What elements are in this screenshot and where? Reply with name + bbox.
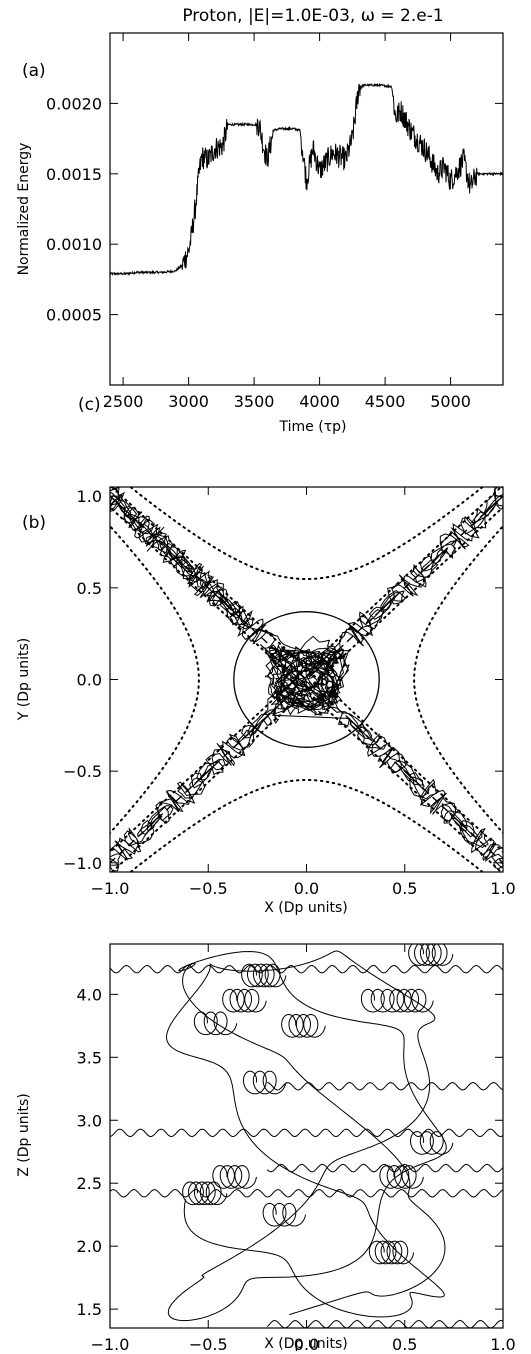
xy-x-tick-label: −1.0 (91, 879, 130, 898)
xz-gyro-loop (379, 1165, 424, 1189)
energy-y-tick-label: 0.0020 (46, 94, 102, 113)
xz-gyro-loop (368, 1240, 415, 1265)
energy-panel: 2500 3000 3500 4000 4500 5000 0.0005 0.0010 0.00… (16, 6, 504, 435)
energy-frame (109, 32, 504, 386)
energy-y-tick-label: 0.0010 (46, 235, 102, 254)
energy-x-tick-label: 3500 (234, 392, 275, 411)
panel-label-c: (c) (78, 395, 101, 415)
null-region-circle (233, 611, 380, 748)
xz-y-tick-label: 3.5 (77, 1048, 102, 1067)
separatrix-dashed (110, 495, 503, 864)
xz-gyro-loop (222, 988, 267, 1013)
xy-y-tick-label: −1.0 (63, 854, 102, 873)
xy-x-tick-label: −0.5 (189, 879, 228, 898)
xy-orbit-panel: −1.0 −0.5 0.0 0.5 1.0 −1.0 −0.5 0.0 0.5 1.0 (b) X (… (16, 486, 516, 916)
xz-orbit-panel: −1.0 −0.5 0.0 0.5 1.0 1.5 2.0 2.5 3.0 3.5 4.0 X (Dp… (16, 943, 516, 1354)
xz-x-tick-label: −0.5 (189, 1335, 228, 1354)
xz-drift-segment (110, 1188, 503, 1198)
energy-x-tick-label: 4000 (299, 392, 340, 411)
xy-y-tick-label: 1.0 (77, 487, 102, 506)
x-axis-label: Time (τp) (279, 419, 347, 435)
xz-y-tick-label: 3.0 (77, 1111, 102, 1130)
xz-y-tick-label: 1.5 (77, 1300, 102, 1319)
xz-gyro-loop (360, 988, 405, 1013)
energy-y-tick-label: 0.0015 (46, 165, 102, 184)
y-axis-label-c: Z (Dp units) (16, 1093, 32, 1177)
xz-y-tick-label: 2.5 (77, 1174, 102, 1193)
xz-drift-segment (266, 1319, 503, 1328)
xy-orbit-trajectory (110, 487, 503, 872)
panel-label-b: (b) (22, 513, 46, 533)
xz-drift-segment (266, 1163, 503, 1173)
energy-x-tick-label: 4500 (365, 392, 406, 411)
separatrix-dotted (110, 524, 200, 835)
separatrix-dotted (128, 487, 485, 581)
xy-y-tick-label: 0.0 (77, 671, 102, 690)
xz-x-tick-label: 0.0 (294, 1335, 319, 1354)
xz-gyro-loop (193, 1011, 238, 1036)
energy-series-line (109, 82, 504, 277)
xz-gyro-loop (241, 963, 287, 988)
xz-gyro-loop (182, 1181, 228, 1206)
xz-y-tick-label: 4.0 (77, 985, 102, 1004)
xy-x-tick-label: 1.0 (490, 879, 515, 898)
energy-y-tick-label: 0.0005 (46, 306, 102, 325)
xz-gyro-loop (408, 944, 454, 966)
xy-x-tick-label: 0.5 (392, 879, 417, 898)
xz-drift-segment (267, 1081, 503, 1091)
xz-x-tick-label: 0.5 (392, 1335, 417, 1354)
xz-y-tick-label: 2.0 (77, 1237, 102, 1256)
x-axis-label-c: X (Dp units) (264, 1336, 348, 1352)
xy-plot-area (110, 487, 503, 872)
panel-title: Proton, |E|=1.0E-03, ω = 2.e-1 (182, 6, 443, 26)
energy-x-tick-label: 2500 (103, 392, 144, 411)
energy-x-tick-label: 3000 (168, 392, 209, 411)
xz-x-tick-label: −1.0 (91, 1335, 130, 1354)
xy-y-tick-label: −0.5 (63, 762, 102, 781)
xz-plot-area (110, 944, 503, 1328)
xy-x-tick-label: 0.0 (294, 879, 319, 898)
y-axis-label: Normalized Energy (16, 143, 32, 276)
xz-gyro-loop (389, 988, 434, 1013)
separatrix-dotted (413, 524, 503, 835)
panel-label-a: (a) (22, 61, 46, 81)
energy-x-tick-label: 5000 (430, 392, 471, 411)
xz-drift-segment (110, 1128, 503, 1138)
xz-x-tick-label: 1.0 (490, 1335, 515, 1354)
xz-gyro-loop (212, 1165, 257, 1189)
separatrix-dashed (110, 495, 503, 864)
xz-orbit-trajectory (165, 950, 447, 1322)
xz-drift-segment (110, 964, 503, 974)
xz-gyro-loop (409, 1131, 454, 1155)
y-axis-label-b: Y (Dp units) (16, 638, 32, 721)
xy-y-tick-label: 0.5 (77, 579, 102, 598)
separatrix-dotted (128, 778, 485, 872)
x-axis-label-b: X (Dp units) (264, 900, 348, 916)
xz-gyro-loop (281, 1013, 326, 1038)
xz-gyro-loop (242, 1070, 287, 1095)
xz-gyro-loop (262, 1202, 306, 1227)
